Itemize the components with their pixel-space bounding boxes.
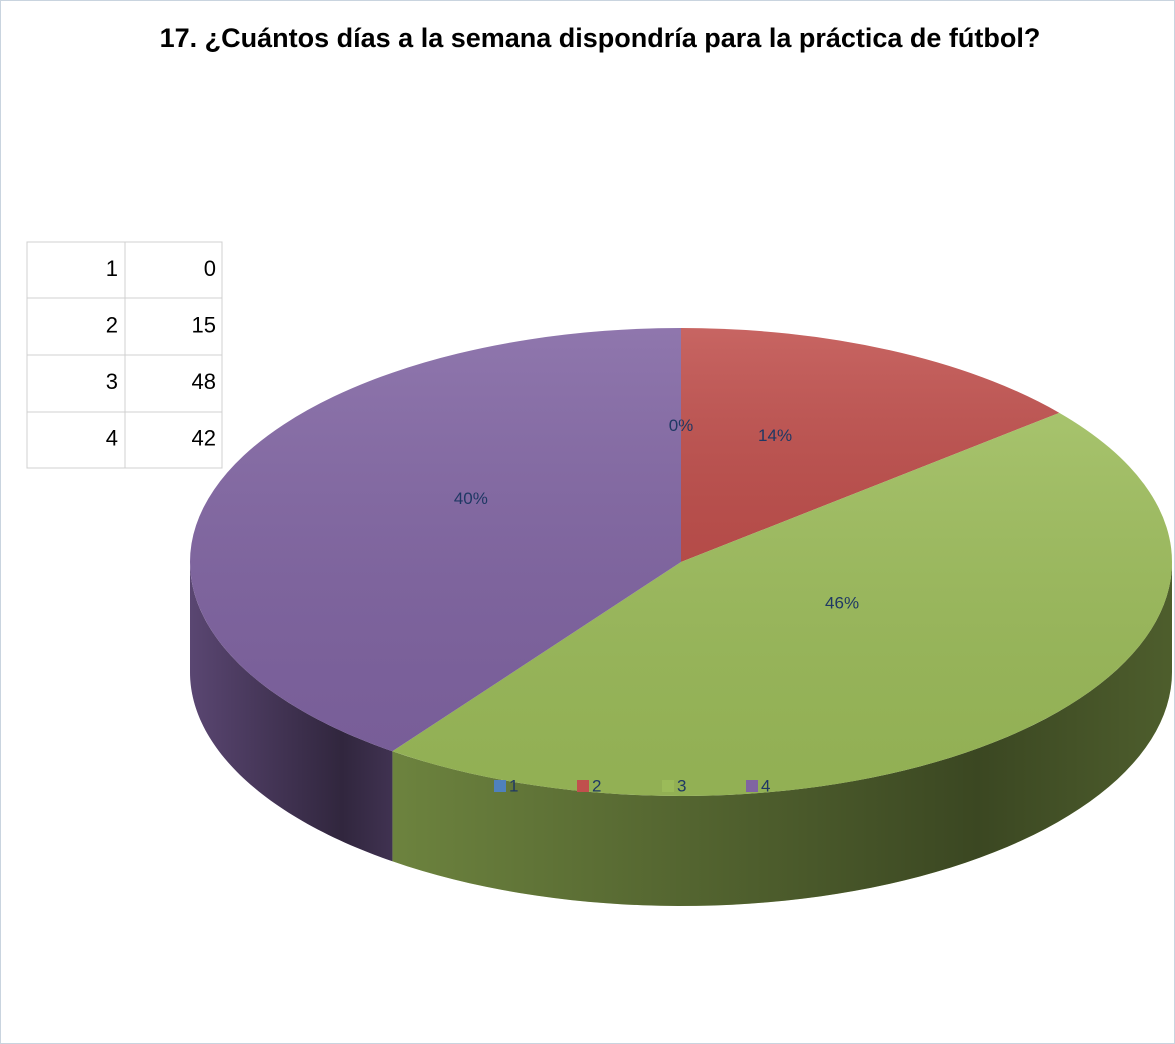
table-cell: 15 [192, 313, 216, 338]
legend-label: 1 [509, 776, 518, 795]
chart-title: 17. ¿Cuántos días a la semana dispondría… [159, 23, 1041, 53]
legend-swatch [746, 780, 758, 792]
table-cell: 2 [106, 313, 118, 338]
data-table: 1 0 2 15 3 48 4 42 [26, 241, 223, 469]
table-cell: 1 [106, 256, 118, 281]
table-cell: 48 [192, 369, 216, 394]
data-label: 14% [758, 426, 792, 445]
data-label: 0% [669, 416, 694, 435]
table-cell: 4 [106, 426, 118, 451]
table-cell: 42 [192, 426, 216, 451]
slice-gloss [392, 412, 1173, 797]
data-label: 40% [454, 489, 488, 508]
slice-side-shade [190, 562, 393, 862]
pie [189, 328, 1173, 906]
legend-label: 2 [592, 776, 601, 795]
legend-swatch [577, 780, 589, 792]
slice-gloss [189, 328, 682, 752]
slice-gloss [681, 328, 1060, 562]
legend-label: 3 [677, 776, 686, 795]
data-label: 46% [825, 594, 859, 613]
slice-side-shade [392, 562, 1172, 906]
legend-label: 4 [761, 776, 770, 795]
table-cell: 0 [204, 256, 216, 281]
legend-swatch [662, 780, 674, 792]
table-cell: 3 [106, 369, 118, 394]
legend-swatch [494, 780, 506, 792]
